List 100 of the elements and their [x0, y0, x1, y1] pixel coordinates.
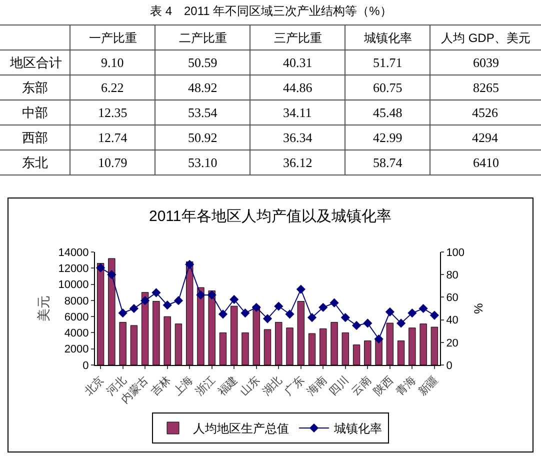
point [107, 270, 116, 280]
y2-axis-title: % [471, 302, 486, 314]
point [196, 290, 206, 300]
data-label: 34.11 [283, 105, 312, 120]
y2-tick-label: 60 [446, 292, 458, 304]
data-label: 42.99 [373, 130, 402, 145]
y2-tick-label: 40 [446, 314, 458, 327]
y2-tick-label: 80 [446, 269, 458, 282]
y-axis-title: 美元 [36, 296, 52, 322]
x-tick-label: 新疆 [416, 374, 440, 398]
chart-title: 2011年各地区人均产值以及城镇化率 [149, 208, 392, 225]
x-tick-label: 北京 [82, 374, 107, 398]
point [162, 300, 172, 310]
x-tick-label: 人均 GDP、美元 [441, 31, 530, 45]
legend-label: 人均地区生产总值 [193, 422, 289, 436]
point [340, 312, 350, 322]
y-tick-label: 10000 [58, 279, 89, 292]
point [118, 308, 128, 318]
data-label: 50.59 [188, 55, 218, 70]
point [374, 334, 384, 344]
point [207, 290, 216, 300]
data-label: 8265 [473, 80, 499, 95]
point [352, 320, 362, 330]
data-label: 4294 [472, 130, 498, 145]
data-label: 4526 [472, 105, 498, 120]
x-tick-label: 福建 [215, 374, 240, 398]
x-tick-label: 湖北 [260, 374, 285, 398]
x-tick-label: 一产比重 [89, 31, 137, 45]
x-tick-label: 陕西 [372, 374, 396, 398]
point [274, 302, 284, 311]
y-tick-label: 东部 [22, 80, 48, 95]
point [262, 314, 272, 324]
data-label: 58.74 [373, 155, 403, 170]
data-label: 6410 [473, 155, 499, 170]
y2-tick-label: 20 [446, 337, 458, 350]
y-tick-label: 地区合计 [9, 55, 62, 70]
data-label: 10.79 [98, 155, 128, 170]
data-label: 48.92 [188, 80, 218, 95]
point [230, 294, 239, 304]
x-tick-label: 四川 [326, 374, 352, 398]
point [385, 307, 394, 316]
point [218, 310, 228, 319]
x-tick-label: 浙江 [193, 374, 218, 398]
y-tick-label: 4000 [64, 328, 89, 340]
x-tick-label: 上海 [170, 374, 196, 398]
point [307, 312, 317, 322]
point [140, 296, 150, 306]
y-tick-label: 14000 [58, 246, 89, 259]
data-label: 36.12 [283, 155, 312, 170]
point [330, 298, 339, 308]
point [129, 304, 138, 314]
y-tick-label: 2000 [64, 344, 89, 356]
x-tick-label: 海南 [304, 374, 330, 398]
point [418, 304, 428, 314]
data-label: 6039 [473, 55, 499, 70]
point [408, 308, 417, 318]
point [318, 302, 328, 312]
chart-title: 表 4 2011 年不同区域三次产业结构等（%） [150, 4, 392, 18]
data-label: 6.22 [101, 80, 124, 95]
point [174, 296, 184, 306]
y-tick-label: 8000 [64, 295, 89, 308]
data-label: 40.31 [283, 55, 312, 70]
point [285, 310, 294, 319]
point [185, 260, 194, 269]
y-tick-label: 西部 [22, 130, 48, 145]
point [152, 288, 161, 298]
y-tick-label: 东北 [22, 155, 48, 170]
data-label: 60.75 [373, 80, 402, 95]
point [430, 310, 439, 320]
point [396, 318, 406, 328]
x-tick-label: 二产比重 [179, 31, 227, 45]
x-tick-label: 云南 [348, 374, 374, 398]
legend-label: 城镇化率 [333, 422, 382, 436]
data-label: 12.74 [98, 130, 128, 145]
data-label: 12.35 [98, 105, 128, 120]
y-tick-label: 0 [82, 360, 89, 372]
y-tick-label: 6000 [64, 311, 89, 324]
data-label: 36.34 [283, 130, 313, 145]
data-label: 53.10 [188, 155, 218, 170]
point [363, 318, 372, 328]
x-tick-label: 吉林 [148, 374, 174, 398]
data-label: 53.54 [188, 105, 218, 120]
data-label: 51.71 [373, 55, 402, 70]
point [296, 284, 306, 294]
x-tick-label: 山东 [238, 374, 262, 398]
point [240, 308, 250, 318]
x-tick-label: 城镇化率 [363, 31, 412, 45]
y-tick-label: 12000 [58, 262, 89, 275]
data-label: 45.48 [373, 105, 402, 120]
data-label: 50.92 [188, 130, 218, 145]
data-label: 44.86 [283, 80, 313, 95]
x-tick-label: 青海 [393, 374, 418, 398]
x-tick-label: 三产比重 [274, 31, 322, 45]
x-tick-label: 广东 [282, 374, 307, 398]
point [252, 302, 261, 312]
data-label: 9.10 [101, 55, 124, 70]
y2-tick-label: 100 [446, 246, 465, 259]
y2-tick-label: 0 [446, 360, 452, 372]
y-tick-label: 中部 [22, 105, 48, 120]
point [96, 263, 106, 272]
